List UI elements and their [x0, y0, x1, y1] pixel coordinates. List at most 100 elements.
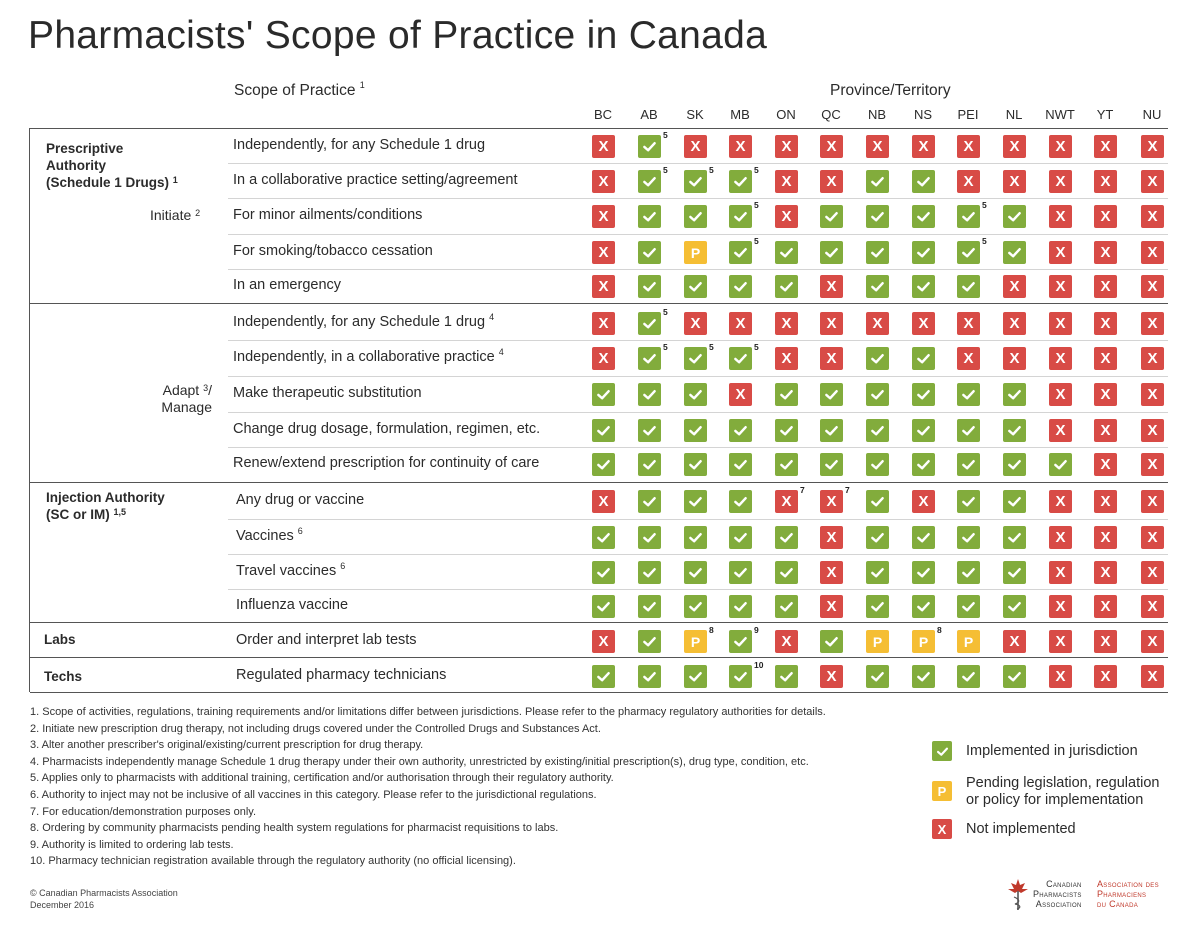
row-divider	[228, 412, 1168, 413]
x-icon: X	[1094, 312, 1117, 335]
row-label: Make therapeutic substitution	[233, 385, 422, 401]
check-icon	[912, 561, 935, 584]
x-icon: X	[592, 490, 615, 513]
footnote: 3. Alter another prescriber's original/e…	[30, 739, 424, 752]
check-icon	[638, 347, 661, 370]
row-label: In a collaborative practice setting/agre…	[233, 172, 518, 188]
check-icon	[638, 526, 661, 549]
check-icon	[866, 383, 889, 406]
check-icon	[592, 453, 615, 476]
check-icon	[912, 241, 935, 264]
x-icon: X	[1049, 526, 1072, 549]
check-icon	[957, 205, 980, 228]
check-icon	[684, 561, 707, 584]
x-icon: X	[1094, 170, 1117, 193]
x-icon: X	[1094, 526, 1117, 549]
x-icon: X	[592, 630, 615, 653]
pending-icon: P	[684, 630, 707, 653]
footnote: 8. Ordering by community pharmacists pen…	[30, 822, 559, 835]
x-icon: X	[775, 490, 798, 513]
check-icon	[912, 347, 935, 370]
x-icon: X	[1094, 561, 1117, 584]
x-icon: X	[729, 383, 752, 406]
footnote: 1. Scope of activities, regulations, tra…	[30, 706, 826, 718]
check-icon	[638, 490, 661, 513]
x-icon: X	[1094, 419, 1117, 442]
section-divider	[30, 303, 1168, 304]
section-divider	[30, 657, 1168, 658]
x-icon: X	[1141, 135, 1164, 158]
row-label: In an emergency	[233, 277, 342, 293]
check-icon	[592, 526, 615, 549]
province-header-on: ON	[776, 107, 796, 122]
check-icon	[638, 383, 661, 406]
x-icon: X	[1141, 490, 1164, 513]
row-label: Influenza vaccine	[236, 597, 349, 613]
check-icon	[957, 526, 980, 549]
row-label: Regulated pharmacy technicians	[236, 667, 447, 683]
x-icon: X	[775, 205, 798, 228]
sub-label-adapt-manage: Adapt 3/ Manage	[161, 382, 212, 415]
check-icon	[820, 241, 843, 264]
group-labs: Labs	[44, 632, 76, 647]
x-icon: X	[1049, 665, 1072, 688]
sub-label-initiate: Initiate 2	[150, 207, 201, 223]
row-divider	[228, 554, 1168, 555]
x-icon: X	[1094, 241, 1117, 264]
check-icon	[775, 665, 798, 688]
check-icon	[1003, 490, 1026, 513]
x-icon: X	[1141, 630, 1164, 653]
check-icon	[912, 665, 935, 688]
scope-header: Scope of Practice 1	[234, 80, 365, 99]
x-icon: X	[1141, 241, 1164, 264]
check-icon	[684, 419, 707, 442]
check-icon	[729, 561, 752, 584]
group-techs: Techs	[44, 669, 83, 684]
legend-x-icon: X	[932, 819, 952, 839]
x-icon: X	[1094, 665, 1117, 688]
x-icon: X	[1141, 665, 1164, 688]
check-icon	[866, 419, 889, 442]
x-icon: X	[1049, 275, 1072, 298]
x-icon: X	[1141, 383, 1164, 406]
check-icon	[866, 595, 889, 618]
x-icon: X	[1049, 419, 1072, 442]
x-icon: X	[1049, 347, 1072, 370]
check-icon	[866, 526, 889, 549]
check-icon	[957, 453, 980, 476]
check-icon	[912, 275, 935, 298]
row-divider	[228, 589, 1168, 590]
footnote-marker: 10	[754, 660, 764, 670]
check-icon	[775, 419, 798, 442]
check-icon	[729, 205, 752, 228]
x-icon: X	[912, 312, 935, 335]
check-icon	[1003, 665, 1026, 688]
check-icon	[1003, 241, 1026, 264]
province-header-bc: BC	[593, 107, 613, 122]
footnote-marker: 8	[937, 625, 942, 635]
x-icon: X	[820, 526, 843, 549]
check-icon	[729, 275, 752, 298]
row-divider	[228, 376, 1168, 377]
province-header-nu: NU	[1142, 107, 1162, 122]
section-divider	[30, 482, 1168, 483]
check-icon	[912, 205, 935, 228]
table-top-border	[30, 128, 1168, 129]
check-icon	[912, 170, 935, 193]
footnote-marker: 7	[800, 485, 805, 495]
x-icon: X	[1003, 630, 1026, 653]
x-icon: X	[1094, 453, 1117, 476]
footnote-marker: 5	[982, 236, 987, 246]
footnote: 9. Authority is limited to ordering lab …	[30, 838, 234, 851]
x-icon: X	[957, 347, 980, 370]
check-icon	[684, 526, 707, 549]
x-icon: X	[1049, 205, 1072, 228]
row-label: Independently, for any Schedule 1 drug 4	[233, 312, 495, 330]
row-label: Independently, for any Schedule 1 drug	[233, 137, 486, 153]
row-label: Any drug or vaccine	[236, 492, 365, 508]
check-icon	[820, 205, 843, 228]
logo-text-fr: Association des Pharmaciens du Canada	[1097, 879, 1159, 909]
pending-icon: P	[684, 241, 707, 264]
x-icon: X	[1003, 347, 1026, 370]
row-divider	[228, 519, 1168, 520]
